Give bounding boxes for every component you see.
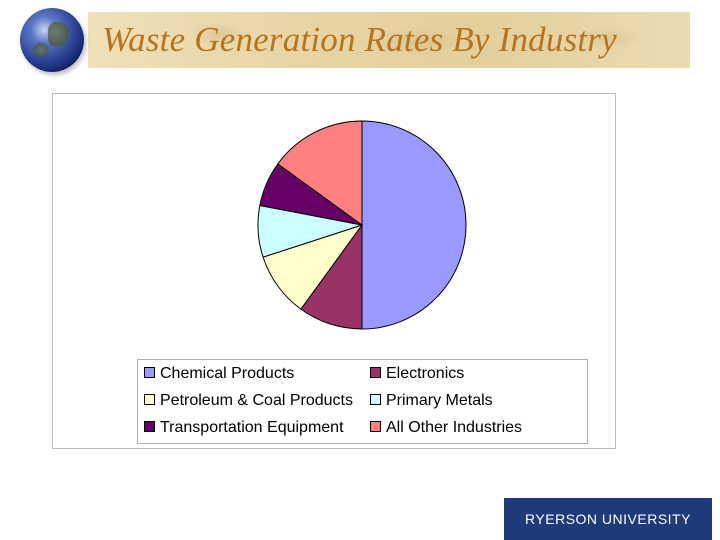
pie-slice-chemical-products bbox=[361, 120, 467, 330]
chart-legend: Chemical Products Electronics Petroleum … bbox=[137, 359, 588, 444]
legend-label: Primary Metals bbox=[386, 392, 493, 409]
legend-label: Petroleum & Coal Products bbox=[160, 392, 353, 409]
legend-item-chemical-products: Chemical Products bbox=[144, 365, 294, 383]
legend-label: Electronics bbox=[386, 365, 465, 382]
legend-item-primary-metals: Primary Metals bbox=[370, 392, 493, 410]
title-banner bbox=[88, 12, 690, 68]
chart-area: Chemical Products Electronics Petroleum … bbox=[52, 93, 616, 449]
page-title: Waste Generation Rates By Industry bbox=[102, 20, 617, 59]
legend-item-electronics: Electronics bbox=[370, 365, 464, 383]
legend-swatch bbox=[370, 394, 381, 406]
globe-icon bbox=[20, 8, 84, 72]
pie-chart bbox=[257, 120, 467, 330]
legend-item-all-other-industries: All Other Industries bbox=[370, 419, 522, 437]
legend-swatch bbox=[370, 367, 381, 379]
legend-swatch bbox=[144, 394, 155, 406]
pie-slice-all-other-industries bbox=[277, 120, 363, 226]
legend-item-petroleum-coal-products: Petroleum & Coal Products bbox=[144, 392, 353, 410]
legend-item-transportation-equipment: Transportation Equipment bbox=[144, 419, 344, 437]
university-logo-text: RYERSON UNIVERSITY bbox=[525, 511, 691, 527]
legend-swatch bbox=[144, 421, 155, 433]
legend-label: Chemical Products bbox=[160, 365, 295, 382]
legend-swatch bbox=[370, 421, 381, 433]
legend-swatch bbox=[144, 367, 155, 379]
legend-label: All Other Industries bbox=[386, 419, 523, 436]
university-logo: RYERSON UNIVERSITY bbox=[504, 498, 712, 540]
legend-label: Transportation Equipment bbox=[160, 419, 344, 436]
